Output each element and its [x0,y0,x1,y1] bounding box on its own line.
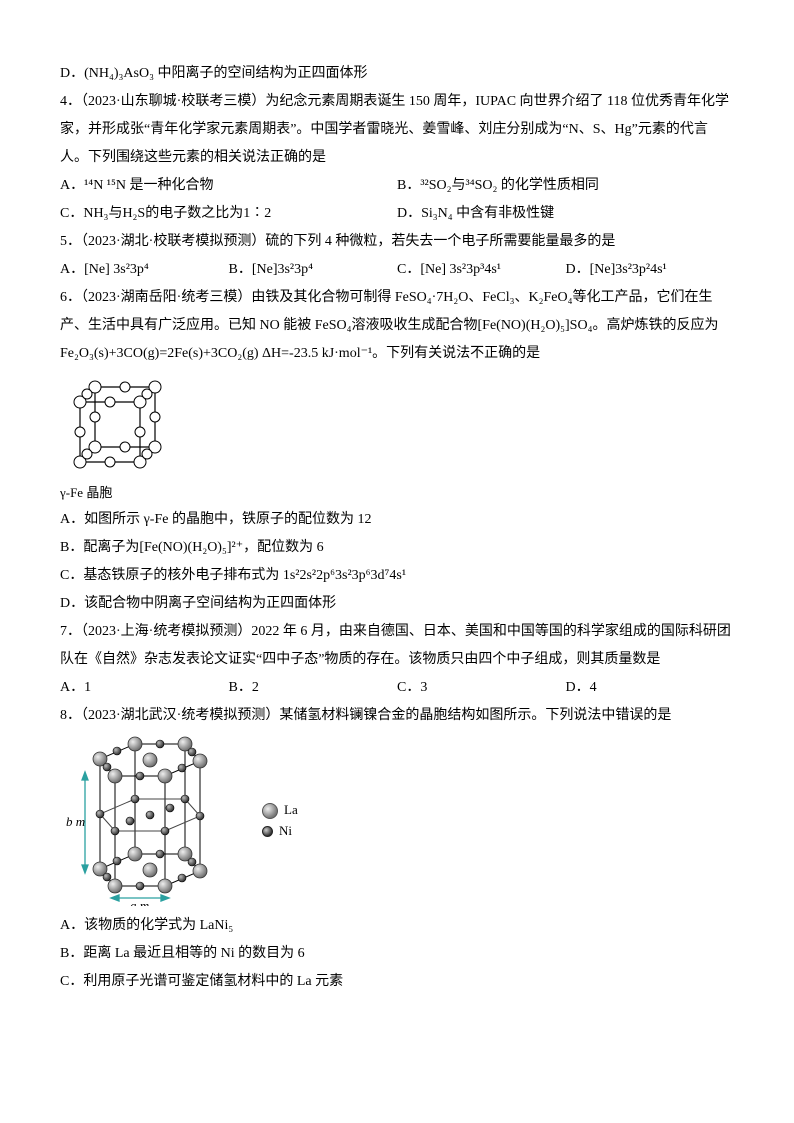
q8-option-c: C．利用原子光谱可鉴定储氢材料中的 La 元素 [60,968,734,996]
legend-ni: Ni [262,821,298,842]
q5-option-a: A．[Ne] 3s²3p⁴ [60,256,229,284]
q5-option-c: C．[Ne] 3s²3p³4s¹ [397,256,566,284]
q4-options-row2: C．NH₃与H₂S的电子数之比为1∶2 D．Si₃N₄ 中含有非极性键 [60,200,734,228]
q5-option-d: D．[Ne]3s²3p²4s¹ [566,256,735,284]
q6-option-b: B．配离子为[Fe(NO)(H₂O)₅]²⁺，配位数为 6 [60,534,734,562]
la-dot-icon [262,803,278,819]
q8-legend: La Ni [262,800,298,842]
q7-stem: 7．（2023·上海·统考模拟预测）2022 年 6 月，由来自德国、日本、美国… [60,618,734,674]
legend-ni-text: Ni [279,821,292,842]
q6-figure: γ-Fe 晶胞 [60,372,734,506]
legend-la-text: La [284,800,298,821]
q8-option-a: A．该物质的化学式为 LaNi₅ [60,912,734,940]
ni-dot-icon [262,826,273,837]
q4-stem: 4．（2023·山东聊城·校联考三模）为纪念元素周期表诞生 150 周年，IUP… [60,88,734,172]
q6-option-d: D．该配合物中阴离子空间结构为正四面体形 [60,590,734,618]
q6-figure-label: γ-Fe 晶胞 [60,480,734,506]
q5-stem: 5．（2023·湖北·校联考模拟预测）硫的下列 4 种微粒，若失去一个电子所需要… [60,228,734,256]
q8-figure: b m a m La Ni [60,736,734,906]
q8-option-b: B．距离 La 最近且相等的 Ni 的数目为 6 [60,940,734,968]
gamma-fe-cell-icon [60,372,170,482]
q6-option-c: C．基态铁原子的核外电子排布式为 1s²2s²2p⁶3s²3p⁶3d⁷4s¹ [60,562,734,590]
q7-option-b: B．2 [229,674,398,702]
q7-option-d: D．4 [566,674,735,702]
q5-option-b: B．[Ne]3s²3p⁴ [229,256,398,284]
q4-options-row1: A．¹⁴N ¹⁵N 是一种化合物 B．³²SO₂与³⁴SO₂ 的化学性质相同 [60,172,734,200]
q4-option-a: A．¹⁴N ¹⁵N 是一种化合物 [60,172,397,200]
axis-a-label: a m [130,898,149,906]
q5-options: A．[Ne] 3s²3p⁴ B．[Ne]3s²3p⁴ C．[Ne] 3s²3p³… [60,256,734,284]
legend-la: La [262,800,298,821]
q6-stem: 6．（2023·湖南岳阳·统考三模）由铁及其化合物可制得 FeSO₄·7H₂O、… [60,284,734,368]
q4-option-b: B．³²SO₂与³⁴SO₂ 的化学性质相同 [397,172,734,200]
q7-option-a: A．1 [60,674,229,702]
q4-option-d: D．Si₃N₄ 中含有非极性键 [397,200,734,228]
q8-stem: 8．（2023·湖北武汉·统考模拟预测）某储氢材料镧镍合金的晶胞结构如图所示。下… [60,702,734,730]
axis-b-label: b m [66,814,85,829]
la-ni-cell-icon: b m a m [60,736,250,906]
q7-option-c: C．3 [397,674,566,702]
q3-option-d: D．(NH₄)₃AsO₃ 中阳离子的空间结构为正四面体形 [60,60,734,88]
q4-option-c: C．NH₃与H₂S的电子数之比为1∶2 [60,200,397,228]
q6-option-a: A．如图所示 γ-Fe 的晶胞中，铁原子的配位数为 12 [60,506,734,534]
q7-options: A．1 B．2 C．3 D．4 [60,674,734,702]
